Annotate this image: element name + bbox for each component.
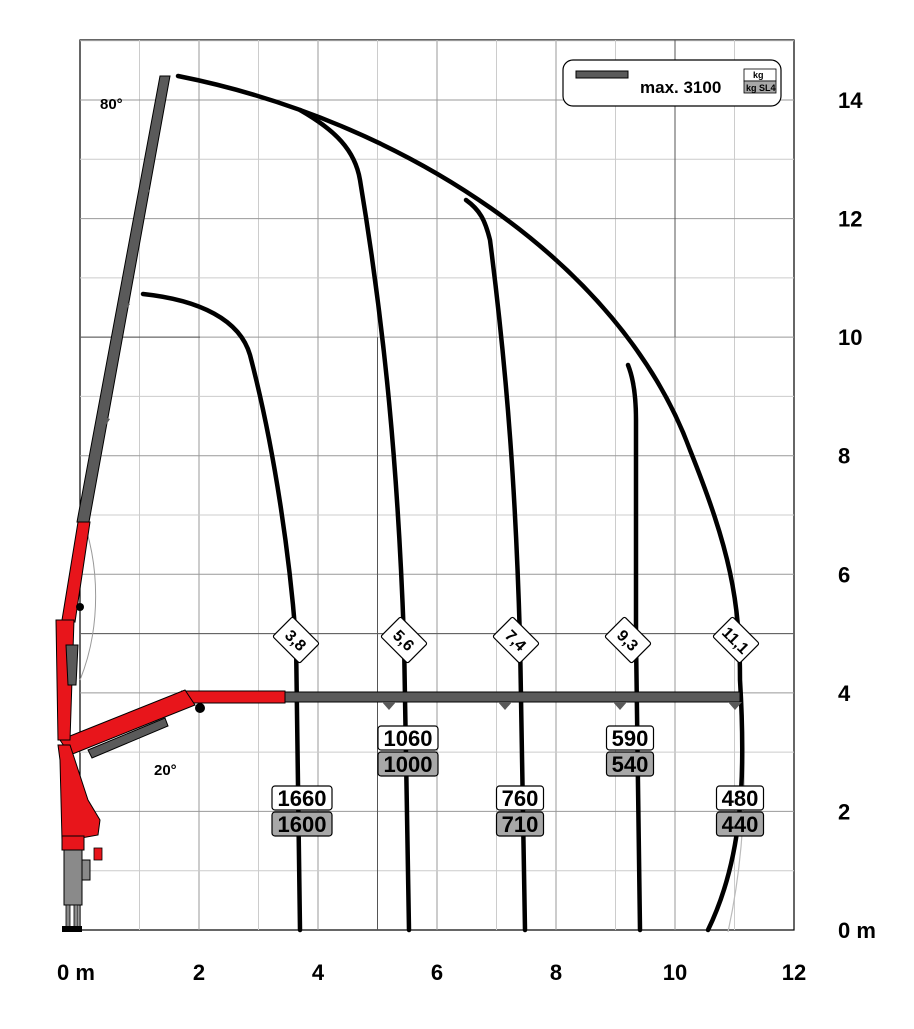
column-base-red	[61, 835, 85, 851]
x-tick-label: 8	[550, 960, 562, 985]
reach-tag-box	[272, 616, 320, 664]
load-top-box	[377, 725, 439, 751]
x-tick-label: 6	[431, 960, 443, 985]
y-tick-label: 14	[838, 88, 863, 113]
boom-joint-marker	[140, 186, 150, 196]
x-axis-ticks: 0 m 2 4 6 8 10 12	[57, 960, 806, 985]
column-stabilizer	[81, 859, 91, 881]
y-axis-ticks: 0 m 2 4 6 8 10 12 14	[838, 88, 876, 943]
load-top-value: 1660	[278, 786, 327, 811]
x-tick-label: 10	[663, 960, 687, 985]
angle-label-top: 80°	[100, 96, 123, 113]
x-tick-label: 0 m	[57, 960, 95, 985]
legend-unit-kg-sl4: kg SL4	[746, 83, 776, 93]
column-leg	[65, 904, 71, 928]
x-tick-label: 4	[312, 960, 325, 985]
boom-joint-marker	[728, 702, 742, 710]
y-tick-label: 2	[838, 799, 850, 824]
load-top-value: 590	[612, 726, 649, 751]
boom-joint-marker	[498, 702, 512, 710]
legend-boom-symbol	[575, 70, 629, 79]
load-top-box	[715, 785, 765, 811]
legend-unit-kg: kg	[753, 70, 764, 80]
column-cylinder	[65, 644, 79, 686]
load-top-value: 760	[502, 786, 539, 811]
column-side-red	[93, 847, 103, 861]
boom-joint-marker	[613, 702, 627, 710]
load-bottom-box	[715, 811, 765, 837]
reach-tag: 3,8	[272, 616, 320, 664]
legend-unit-box-bottom	[743, 80, 777, 94]
y-tick-label: 8	[838, 444, 850, 469]
load-curve-9-3	[625, 362, 643, 933]
legend: max. 3100 kg kg SL4	[562, 59, 782, 107]
reach-tag-box	[712, 616, 760, 664]
y-tick-label: 12	[838, 207, 862, 232]
reach-tag: 5,6	[380, 616, 428, 664]
load-top-value: 480	[722, 786, 759, 811]
column-base-grey	[63, 849, 83, 906]
reach-tag: 9,3	[604, 616, 652, 664]
load-bottom-value: 1600	[278, 812, 327, 837]
vertical-boom	[55, 75, 171, 741]
horizontal-boom	[59, 689, 742, 759]
load-bottom-value: 1000	[384, 752, 433, 777]
boom-joint-marker	[100, 415, 110, 425]
reach-tag-box	[604, 616, 652, 664]
grid	[79, 39, 795, 931]
boom-joint-marker	[382, 702, 396, 710]
y-tick-label: 10	[838, 325, 862, 350]
load-bottom-value: 540	[612, 752, 649, 777]
reach-tags: 3,8 5,6 7,4 9,3 11,1	[272, 616, 760, 664]
load-curve-5-6	[297, 107, 412, 933]
column-leg	[73, 904, 79, 928]
x-tick-label: 12	[782, 960, 806, 985]
horizontal-boom-red-section	[181, 690, 286, 704]
reach-tag-box	[380, 616, 428, 664]
load-top-box	[271, 785, 333, 811]
load-bottom-box	[377, 751, 439, 777]
column-foot	[62, 926, 82, 932]
column-pivot	[76, 603, 84, 611]
legend-max-label: max. 3100	[640, 78, 721, 97]
load-bottom-value: 440	[722, 812, 759, 837]
hydraulic-cylinder	[87, 717, 169, 759]
load-top-box	[605, 725, 655, 751]
x-tick-label: 2	[193, 960, 205, 985]
reach-tag-box	[492, 616, 540, 664]
boom-joint-marker	[120, 300, 130, 310]
y-tick-label: 4	[838, 681, 851, 706]
y-tick-label: 0 m	[838, 918, 876, 943]
column-body	[57, 744, 101, 841]
load-curve-3-8	[140, 291, 303, 933]
load-bottom-box	[271, 811, 333, 837]
angle-label-bottom: 20°	[154, 762, 177, 779]
boom-pivot	[195, 703, 205, 713]
y-tick-label: 6	[838, 562, 850, 587]
load-bottom-box	[605, 751, 655, 777]
load-bottom-box	[495, 811, 545, 837]
horizontal-boom-grey-section	[284, 691, 741, 703]
crane-column	[57, 744, 103, 932]
load-top-value: 1060	[384, 726, 433, 751]
load-top-box	[495, 785, 545, 811]
load-bottom-value: 710	[502, 812, 539, 837]
load-curve-7-4	[463, 197, 528, 933]
